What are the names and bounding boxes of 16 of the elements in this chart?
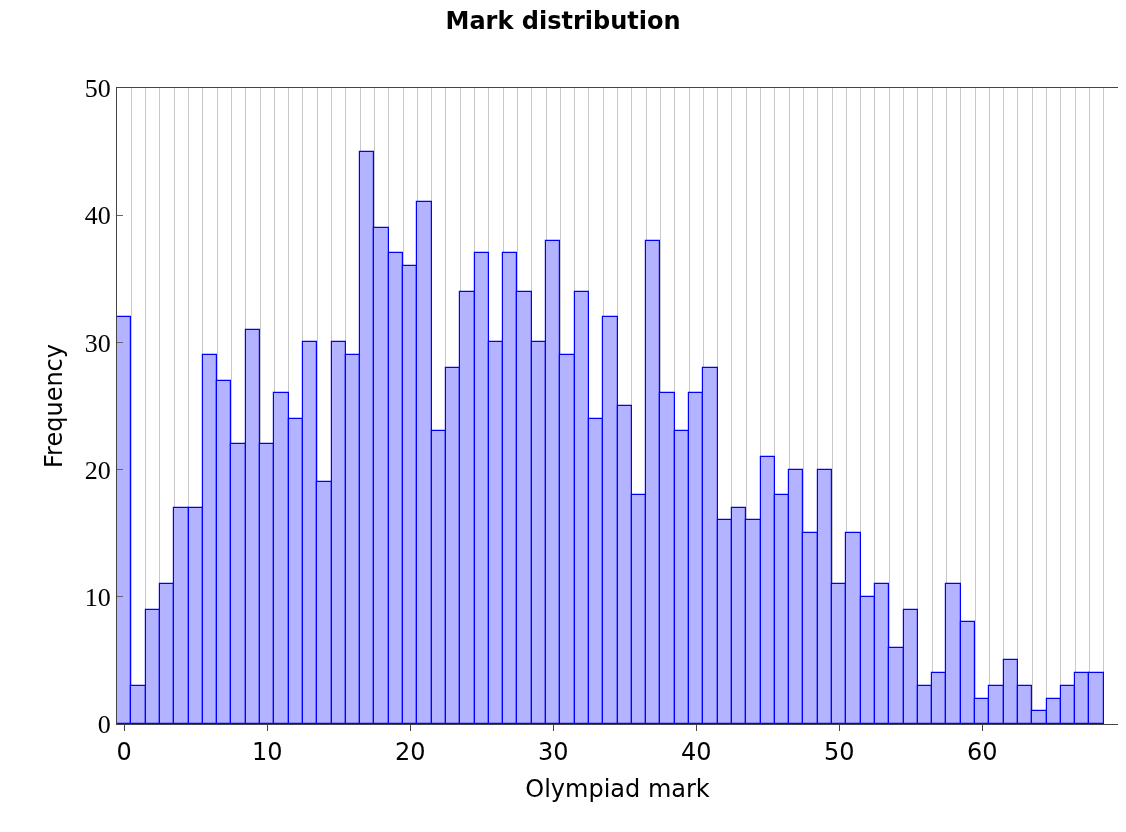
x-tick-label: 0 (116, 737, 132, 766)
chart-title: Mark distribution (445, 7, 681, 36)
y-tick-label: 0 (97, 710, 111, 740)
y-tick-label: 10 (84, 582, 111, 612)
x-axis-title: Olympiad mark (525, 775, 710, 804)
y-axis-title: Frequency (39, 344, 68, 468)
x-tick-label: 10 (251, 737, 283, 766)
y-tick-label: 40 (84, 201, 111, 231)
x-tick-label: 40 (680, 737, 712, 766)
x-tick-label: 50 (823, 737, 855, 766)
y-tick-label: 20 (84, 455, 111, 485)
x-tick-label: 20 (394, 737, 426, 766)
y-tick-label: 50 (84, 74, 111, 104)
x-tick-label: 30 (537, 737, 569, 766)
y-tick-label: 30 (84, 328, 111, 358)
x-tick-label: 60 (966, 737, 998, 766)
